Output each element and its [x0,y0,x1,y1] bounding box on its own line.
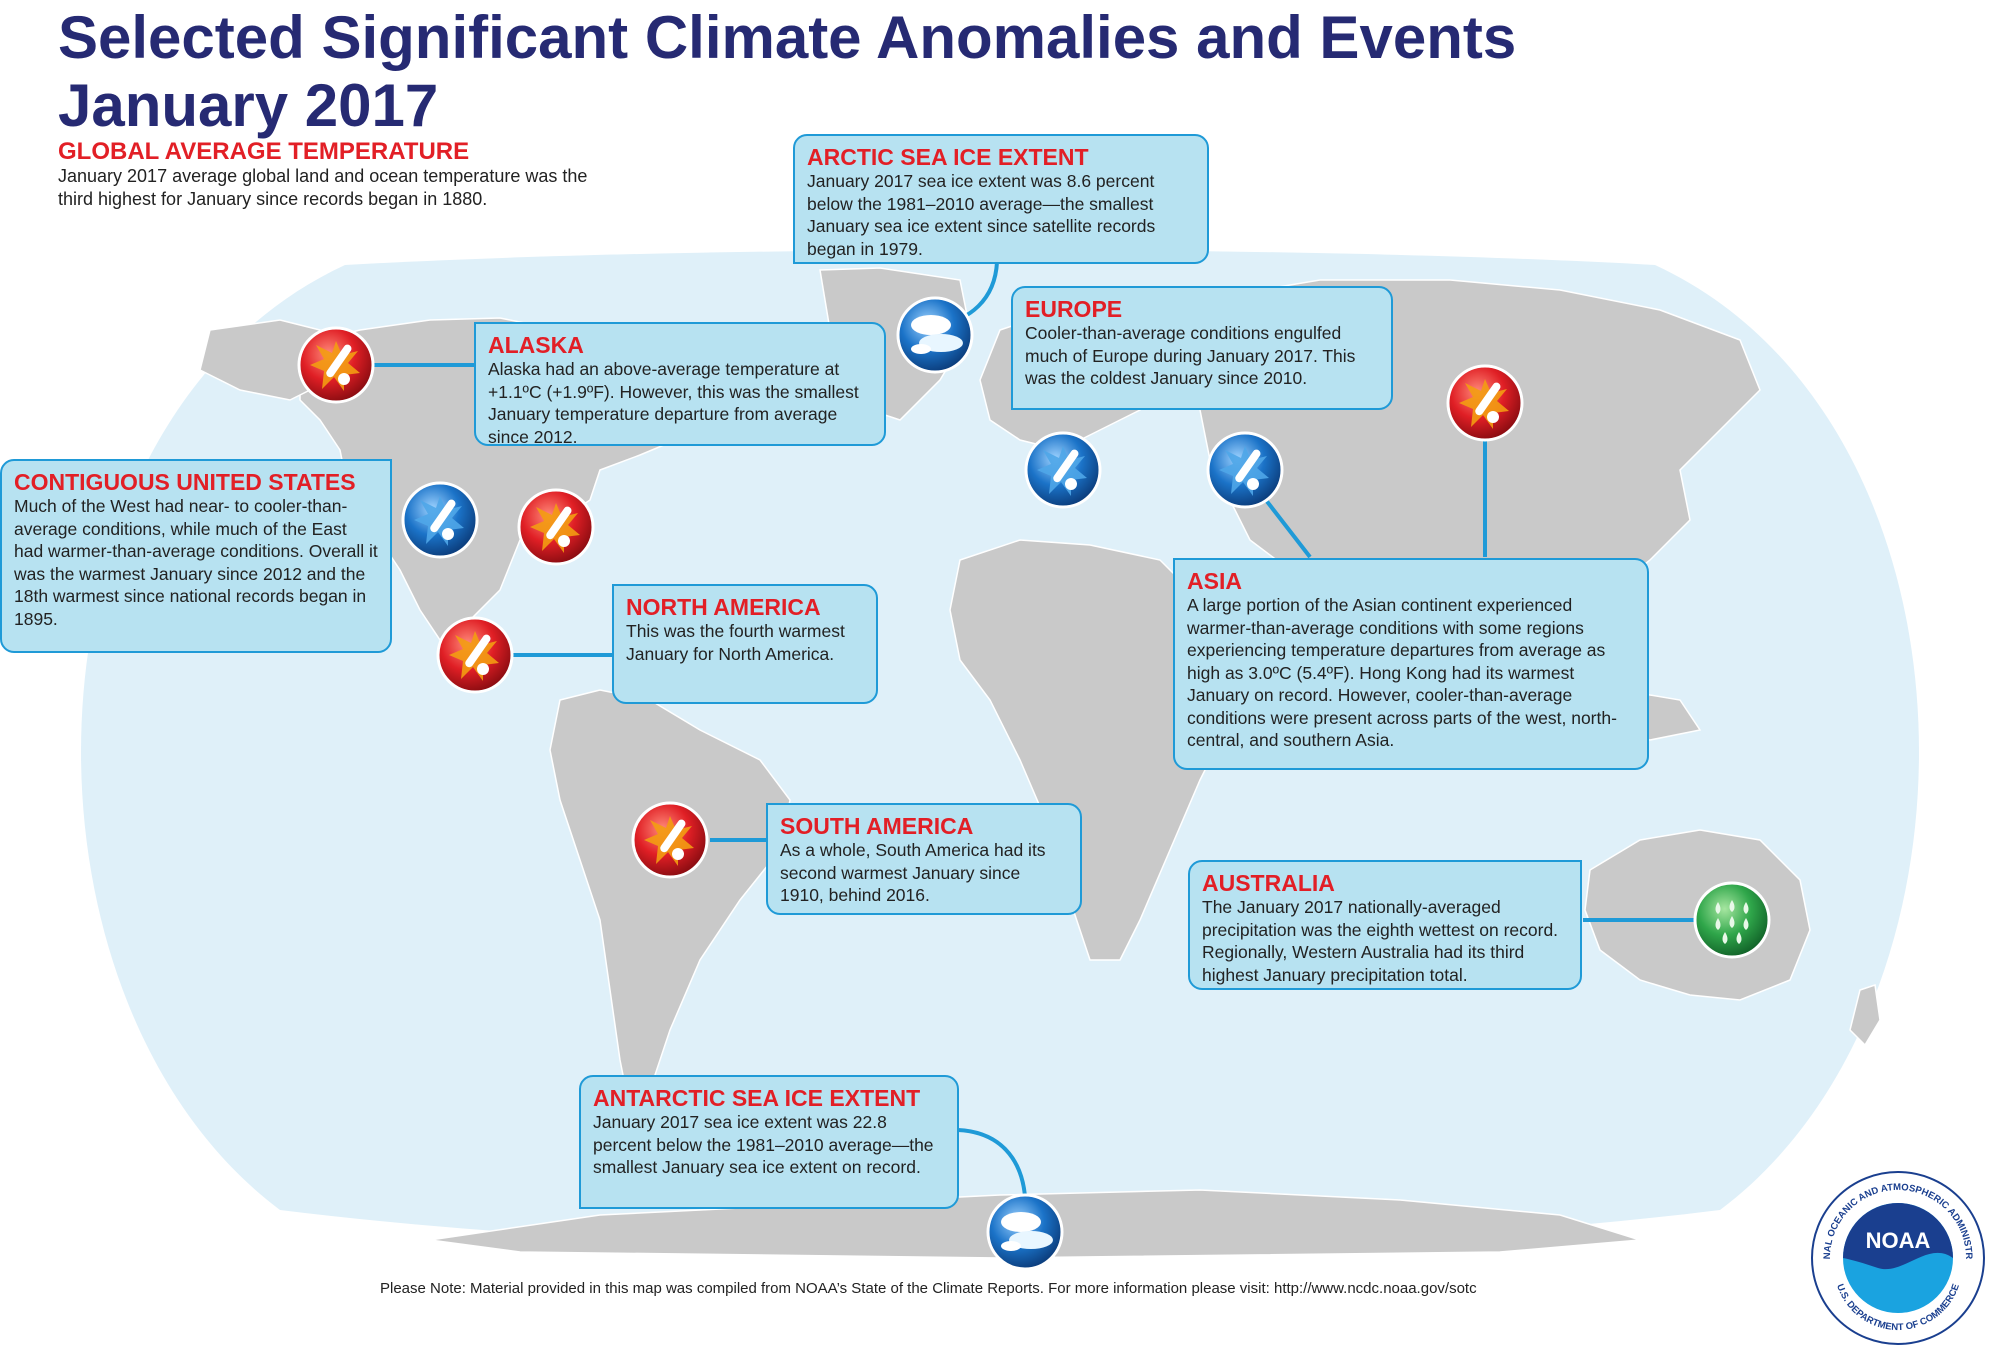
callout-text: A large portion of the Asian continent e… [1187,595,1617,750]
callout-heading: ASIA [1187,568,1242,594]
marker-us-warm [517,488,595,566]
footer-note: Please Note: Material provided in this m… [380,1280,1477,1297]
callout-heading: ARCTIC SEA ICE EXTENT [807,144,1089,170]
marker-us-cool [401,481,479,559]
callout-alaska: ALASKA Alaska had an above-average tempe… [474,322,886,447]
callout-text: January 2017 sea ice extent was 8.6 perc… [807,171,1156,259]
callout-text: As a whole, South America had its second… [780,840,1046,905]
callout-antarctic-sea-ice: ANTARCTIC SEA ICE EXTENT January 2017 se… [579,1075,959,1209]
callout-text: Alaska had an above-average temperature … [488,359,859,447]
callout-contiguous-united-states: CONTIGUOUS UNITED STATES Much of the Wes… [0,459,392,653]
global-average-temperature-heading: GLOBAL AVERAGE TEMPERATURE [58,138,470,165]
marker-north-america [436,616,514,694]
global-average-temperature-text: January 2017 average global land and oce… [58,166,588,209]
noaa-logo-text: NOAA [1866,1228,1931,1253]
marker-antarctic-ice [986,1193,1064,1271]
callout-text: Much of the West had near- to cooler-tha… [14,496,378,629]
marker-europe [1024,431,1102,509]
page-subtitle-date: January 2017 [58,72,439,139]
marker-south-america [631,801,709,879]
callout-europe: EUROPE Cooler-than-average conditions en… [1011,286,1393,410]
south-america [549,689,791,1112]
callout-text: Cooler-than-average conditions engulfed … [1025,323,1356,388]
noaa-logo: NATIONAL OCEANIC AND ATMOSPHERIC ADMINIS… [1808,1168,1985,1345]
callout-asia: ASIA A large portion of the Asian contin… [1173,558,1649,770]
marker-australia [1693,881,1771,959]
africa [949,539,1241,961]
callout-arctic-sea-ice: ARCTIC SEA ICE EXTENT January 2017 sea i… [793,134,1209,264]
callout-text: The January 2017 nationally-averaged pre… [1202,897,1559,985]
callout-heading: SOUTH AMERICA [780,813,974,839]
callout-text: January 2017 sea ice extent was 22.8 per… [593,1112,934,1177]
marker-alaska [297,326,375,404]
callout-north-america: NORTH AMERICA This was the fourth warmes… [612,584,878,704]
callout-heading: ANTARCTIC SEA ICE EXTENT [593,1085,921,1111]
page-title: Selected Significant Climate Anomalies a… [58,4,1517,71]
callout-heading: EUROPE [1025,296,1123,322]
marker-arctic-ice [896,296,974,374]
callout-heading: AUSTRALIA [1202,870,1335,896]
callout-heading: ALASKA [488,332,584,358]
marker-asia-warm [1446,364,1524,442]
new-zealand [1849,984,1881,1047]
callout-heading: NORTH AMERICA [626,594,821,620]
callout-text: This was the fourth warmest January for … [626,621,845,664]
callout-australia: AUSTRALIA The January 2017 nationally-av… [1188,860,1582,990]
callout-south-america: SOUTH AMERICA As a whole, South America … [766,803,1082,915]
callout-heading: CONTIGUOUS UNITED STATES [14,469,356,495]
marker-asia-cool [1206,431,1284,509]
